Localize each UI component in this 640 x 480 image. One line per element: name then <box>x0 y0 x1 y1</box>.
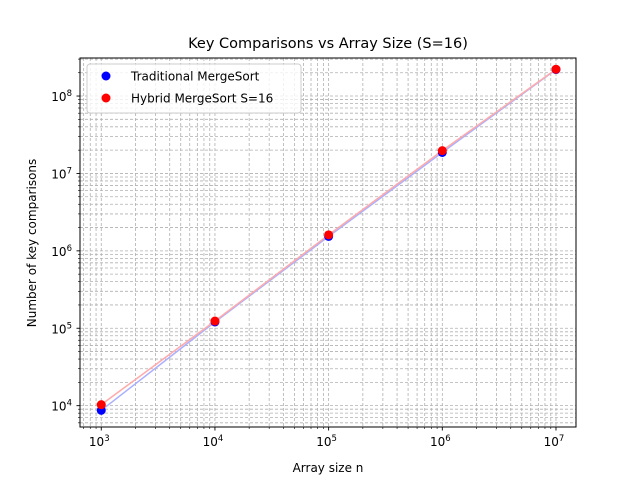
legend-marker-traditional <box>101 71 111 81</box>
x-tick-label: 105 <box>316 434 337 449</box>
plot-frame <box>79 57 577 428</box>
axis-ticks: 103 104 105 106 107 104 105 106 107 108 <box>51 58 565 449</box>
y-tick-label: 105 <box>51 321 72 336</box>
data-points <box>96 64 561 415</box>
data-point-hybrid <box>324 230 334 240</box>
x-tick-label: 107 <box>544 434 565 449</box>
data-point-hybrid <box>96 400 106 410</box>
data-point-hybrid <box>437 146 447 156</box>
y-axis-label: Number of key comparisons <box>25 159 39 328</box>
x-axis-label: Array size n <box>293 461 364 475</box>
x-tick-label: 106 <box>430 434 451 449</box>
legend-label-traditional: Traditional MergeSort <box>130 70 260 84</box>
x-tick-label: 103 <box>89 434 110 449</box>
y-tick-label: 106 <box>51 244 72 259</box>
legend-marker-hybrid <box>101 93 111 103</box>
y-tick-label: 104 <box>51 399 72 414</box>
legend-label-hybrid: Hybrid MergeSort S=16 <box>131 92 273 106</box>
x-tick-label: 104 <box>203 434 224 449</box>
legend: Traditional MergeSort Hybrid MergeSort S… <box>86 63 302 114</box>
y-tick-label: 108 <box>51 89 72 104</box>
chart-title: Key Comparisons vs Array Size (S=16) <box>188 36 468 52</box>
grid <box>80 58 576 427</box>
data-point-hybrid <box>551 64 561 74</box>
legend-box <box>86 63 302 114</box>
y-tick-label: 107 <box>51 166 72 181</box>
data-point-hybrid <box>210 316 220 326</box>
